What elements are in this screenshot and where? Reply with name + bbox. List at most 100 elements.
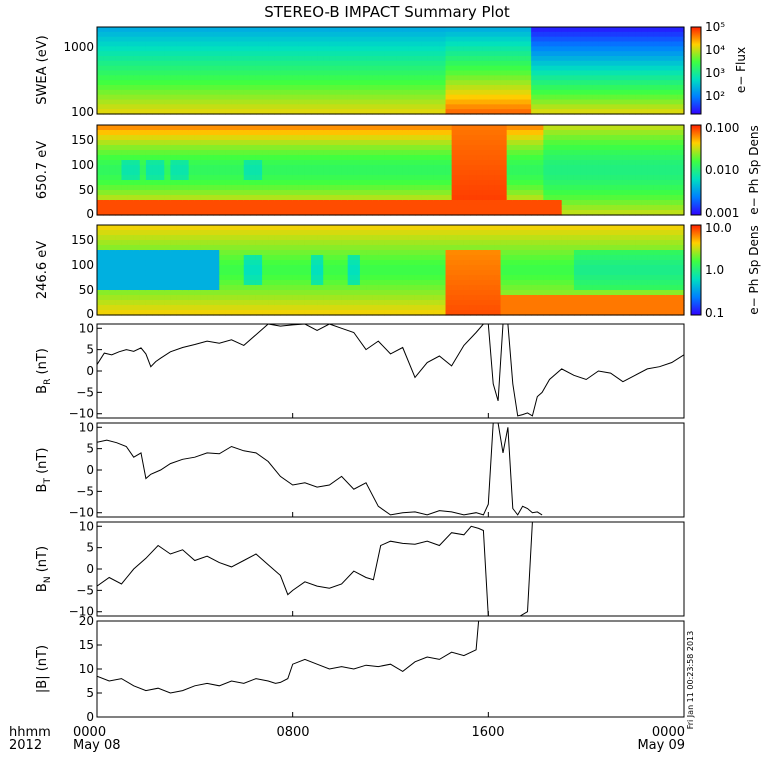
- heatmap-cell: [231, 125, 239, 131]
- heatmap-cell: [170, 125, 178, 131]
- heatmap-cell: [152, 205, 159, 211]
- heatmap-cell: [145, 27, 153, 33]
- heatmap-cell: [207, 305, 214, 311]
- heatmap-cell: [482, 200, 489, 206]
- heatmap-cell: [439, 260, 447, 266]
- heatmap-cell: [433, 75, 441, 81]
- heatmap-cell: [549, 51, 557, 57]
- heatmap-cell: [213, 109, 220, 115]
- heatmap-cell: [561, 295, 569, 301]
- heatmap-cell: [286, 145, 294, 151]
- heatmap-cell: [604, 240, 612, 246]
- heatmap-cell: [280, 185, 288, 191]
- heatmap-cell: [341, 130, 349, 136]
- heatmap-cell: [341, 265, 349, 271]
- heatmap-cell: [628, 200, 636, 206]
- heatmap-cell: [531, 170, 538, 176]
- heatmap-cell: [390, 145, 398, 151]
- heatmap-cell: [482, 80, 489, 86]
- heatmap-cell: [561, 255, 569, 261]
- heatmap-cell: [329, 260, 337, 266]
- heatmap-cell: [573, 275, 581, 281]
- heatmap-cell: [292, 210, 300, 216]
- heatmap-cell: [366, 310, 373, 316]
- heatmap-cell: [659, 70, 667, 76]
- heatmap-cell: [170, 310, 178, 316]
- heatmap-cell: [170, 240, 178, 246]
- heatmap-cell: [598, 89, 606, 96]
- heatmap-cell: [329, 125, 337, 131]
- heatmap-cell: [518, 27, 526, 33]
- heatmap-cell: [476, 94, 483, 101]
- heatmap-cell: [457, 195, 465, 201]
- heatmap-cell: [170, 250, 178, 256]
- heatmap-cell: [341, 235, 349, 241]
- heatmap-cell: [372, 150, 379, 156]
- heatmap-cell: [604, 305, 612, 311]
- heatmap-cell: [378, 185, 385, 191]
- heatmap-cell: [561, 230, 569, 236]
- heatmap-cell: [121, 46, 129, 52]
- heatmap-cell: [537, 75, 544, 81]
- heatmap-cell: [469, 310, 477, 316]
- heatmap-cell: [622, 85, 630, 91]
- heatmap-cell: [610, 205, 618, 211]
- heatmap-cell: [115, 145, 123, 151]
- heatmap-cell: [445, 190, 453, 196]
- heatmap-cell: [127, 51, 135, 57]
- heatmap-cell: [194, 109, 202, 115]
- heatmap-cell: [457, 65, 465, 72]
- heatmap-cell: [133, 240, 141, 246]
- heatmap-cell: [280, 280, 288, 286]
- heatmap-cell: [335, 210, 343, 216]
- heatmap-cell: [304, 260, 312, 266]
- heatmap-cell: [292, 75, 300, 81]
- heatmap-cell: [677, 125, 685, 131]
- heatmap-cell: [182, 135, 190, 141]
- heatmap-cell: [598, 104, 606, 110]
- heatmap-cell: [598, 285, 606, 291]
- heatmap-cell: [573, 180, 581, 186]
- heatmap-cell: [243, 200, 251, 206]
- heatmap-cell: [353, 36, 361, 43]
- heatmap-cell: [249, 300, 257, 306]
- heatmap-cell: [396, 46, 404, 52]
- heatmap-cell: [225, 150, 233, 156]
- heatmap-cell: [414, 185, 422, 191]
- heatmap-cell: [225, 300, 233, 306]
- heatmap-cell: [469, 305, 477, 311]
- heatmap-cell: [531, 210, 538, 216]
- heatmap-cell: [225, 85, 233, 91]
- heatmap-cell: [421, 160, 428, 166]
- heatmap-cell: [421, 235, 428, 241]
- heatmap-cell: [469, 46, 477, 52]
- heatmap-cell: [427, 99, 434, 105]
- heatmap-cell: [610, 56, 618, 62]
- heatmap-cell: [665, 51, 673, 57]
- heatmap-cell: [176, 285, 184, 291]
- heatmap-cell: [109, 80, 116, 86]
- heatmap-cell: [121, 275, 129, 281]
- heatmap-cell: [433, 175, 441, 181]
- heatmap-cell: [268, 205, 275, 211]
- heatmap-cell: [164, 75, 171, 81]
- heatmap-cell: [463, 200, 471, 206]
- heatmap-cell: [586, 46, 593, 52]
- heatmap-cell: [152, 310, 159, 316]
- heatmap-cell: [335, 109, 343, 115]
- heatmap-cell: [133, 56, 141, 62]
- heatmap-cell: [457, 85, 465, 91]
- heatmap-cell: [408, 250, 416, 256]
- heatmap-cell: [622, 104, 630, 110]
- heatmap-cell: [115, 310, 123, 316]
- heatmap-cell: [469, 185, 477, 191]
- heatmap-cell: [622, 140, 630, 146]
- heatmap-cell: [311, 295, 318, 301]
- heatmap-cell: [396, 41, 404, 47]
- heatmap-cell: [359, 180, 367, 186]
- heatmap-cell: [659, 109, 667, 115]
- heatmap-cell: [396, 94, 404, 101]
- heatmap-cell: [549, 140, 557, 146]
- heatmap-cell: [121, 190, 129, 196]
- heatmap-cell: [292, 180, 300, 186]
